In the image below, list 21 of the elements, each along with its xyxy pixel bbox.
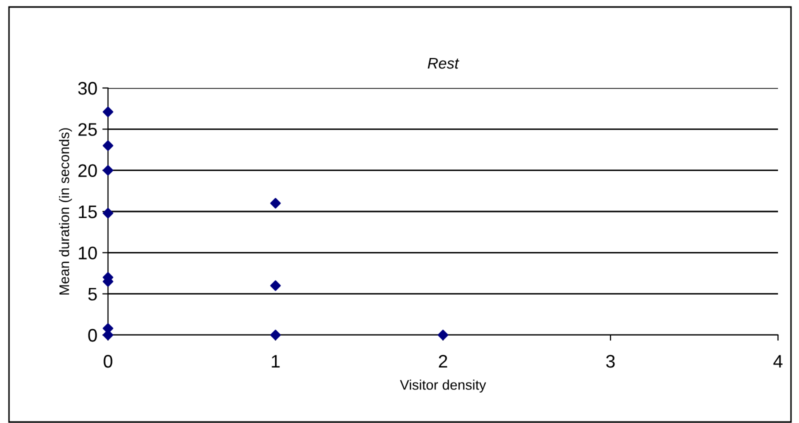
x-tick-label: 1 [272,355,280,368]
point [270,280,281,291]
y-tick-label: 20 [78,164,97,178]
y-tick-label: 10 [78,246,97,260]
y-tick-label: 30 [78,82,97,95]
x-tick-label: 3 [606,354,615,368]
x-tick-label: 4 [773,355,782,368]
y-tick-label: 0 [88,328,97,342]
y-tick-label: 15 [78,206,97,218]
chart-title: Rest [428,58,460,69]
point [438,330,448,340]
y-tick-label: 5 [88,288,97,301]
point [102,106,114,118]
point [270,330,281,340]
point [270,198,281,209]
x-tick-label: 0 [104,354,112,368]
y-axis-title: Mean duration (in seconds) [59,128,72,295]
x-axis-title: Visitor density [400,380,486,393]
point [102,140,114,151]
x-tick-label: 2 [438,354,448,368]
y-tick-label: 25 [78,123,97,136]
